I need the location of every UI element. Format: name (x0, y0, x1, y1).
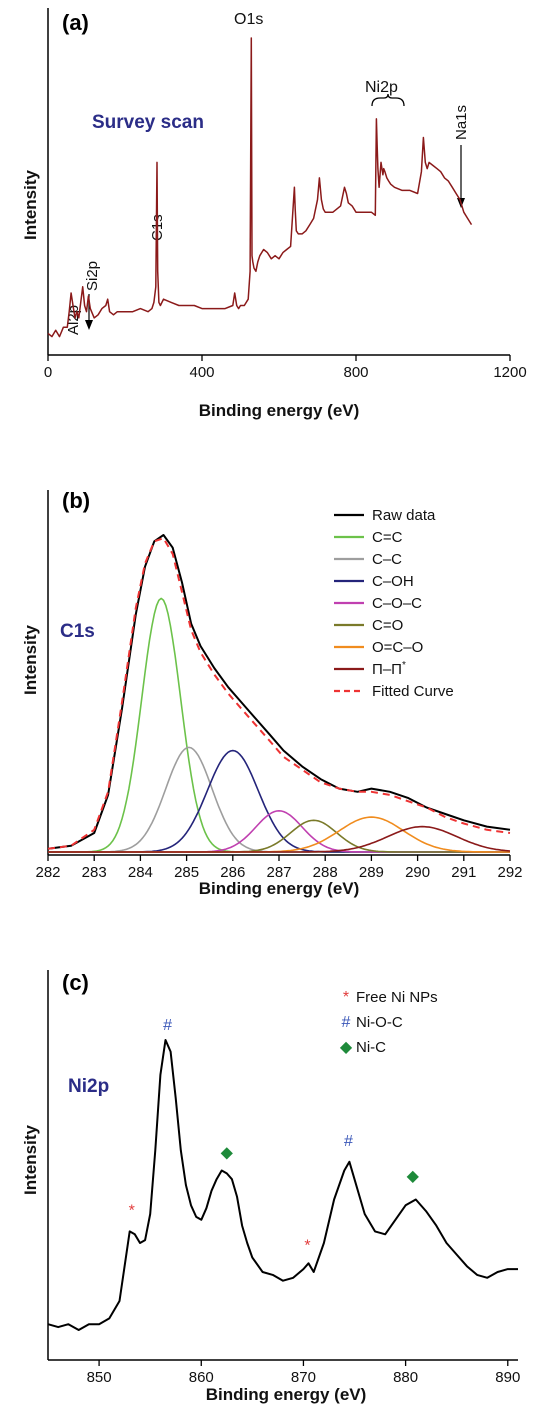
survey-line (47, 37, 473, 338)
series-line-0 (47, 534, 511, 850)
ni2p-brace (371, 93, 405, 107)
series-line-7 (48, 825, 511, 853)
panel-b-x-tick-label: 285 (174, 864, 199, 881)
panel-a-x-tick-label: 400 (189, 364, 214, 381)
panel-b: (b) C1s Intensity Binding energy (eV) 28… (21, 488, 523, 898)
arrowhead-si2p (85, 320, 93, 330)
legend-label-6: O=C–O (372, 639, 423, 656)
series-line-5 (48, 819, 510, 853)
panel-b-x-tick-label: 290 (405, 864, 430, 881)
panel-a-xlabel: Binding energy (eV) (199, 401, 360, 420)
ni2p-line (47, 1039, 518, 1331)
legend-symbol-1: # (342, 1014, 351, 1031)
peak-marker-4: # (344, 1133, 353, 1150)
panel-c: (c) Ni2p Intensity Binding energy (eV) 8… (21, 970, 520, 1404)
legend-label-7: Π–Π* (372, 660, 406, 678)
panel-b-x-tick-label: 282 (35, 864, 60, 881)
legend-label-0: Free Ni NPs (356, 989, 438, 1006)
legend-label-2: C–C (372, 551, 402, 568)
series-line-3 (48, 749, 510, 853)
series-line-2 (48, 746, 510, 853)
panel-a-x-tick-label: 1200 (493, 364, 526, 381)
legend-label-3: C–OH (372, 573, 414, 590)
panel-a: (a) Survey scan Intensity Binding energy… (21, 8, 527, 420)
panel-c-xlabel: Binding energy (eV) (206, 1385, 367, 1404)
peak-marker-3: * (304, 1237, 310, 1254)
peak-marker-0: * (129, 1203, 135, 1220)
legend-symbol-2: ◆ (340, 1039, 353, 1056)
panel-a-x-tick-label: 0 (44, 364, 52, 381)
panel-b-x-tick-label: 284 (128, 864, 153, 881)
legend-label-5: C=O (372, 617, 403, 634)
ann-si2p: Si2p (84, 261, 101, 291)
panel-b-ylabel: Intensity (21, 625, 40, 695)
ann-na1s: Na1s (453, 105, 470, 140)
panel-b-label: (b) (62, 488, 90, 513)
panel-a-x-tick-label: 800 (343, 364, 368, 381)
panel-b-x-tick-label: 291 (451, 864, 476, 881)
panel-c-label: (c) (62, 970, 89, 995)
panel-c-subtitle: Ni2p (68, 1076, 109, 1097)
panel-a-label: (a) (62, 10, 89, 35)
legend-symbol-0: * (343, 989, 349, 1006)
ann-ni2p: Ni2p (365, 79, 398, 96)
series-line-8 (47, 537, 511, 850)
panel-a-subtitle: Survey scan (92, 112, 204, 133)
panel-c-x-tick-label: 880 (393, 1369, 418, 1386)
legend-label-0: Raw data (372, 507, 436, 524)
ann-o1s: O1s (234, 11, 263, 28)
panel-b-subtitle: C1s (60, 621, 95, 642)
panel-c-x-tick-label: 860 (189, 1369, 214, 1386)
legend-label-4: C–O–C (372, 595, 422, 612)
panel-a-ylabel: Intensity (21, 170, 40, 240)
panel-b-x-tick-label: 288 (313, 864, 338, 881)
series-line-6 (48, 816, 510, 853)
panel-b-x-tick-label: 292 (497, 864, 522, 881)
panel-c-x-tick-label: 850 (87, 1369, 112, 1386)
panel-b-x-tick-label: 287 (266, 864, 291, 881)
legend-label-2: Ni-C (356, 1039, 386, 1056)
panel-c-x-tick-label: 890 (495, 1369, 520, 1386)
panel-b-x-tick-label: 289 (359, 864, 384, 881)
legend-label-1: C=C (372, 529, 403, 546)
panel-c-x-tick-label: 870 (291, 1369, 316, 1386)
peak-marker-1: # (163, 1017, 172, 1034)
legend-label-8: Fitted Curve (372, 683, 454, 700)
panel-c-ylabel: Intensity (21, 1125, 40, 1195)
panel-b-x-tick-label: 286 (220, 864, 245, 881)
panel-b-xlabel: Binding energy (eV) (199, 879, 360, 898)
legend-label-1: Ni-O-C (356, 1014, 403, 1031)
peak-marker-5: ◆ (407, 1168, 420, 1185)
peak-marker-2: ◆ (221, 1145, 234, 1162)
panel-b-x-tick-label: 283 (82, 864, 107, 881)
